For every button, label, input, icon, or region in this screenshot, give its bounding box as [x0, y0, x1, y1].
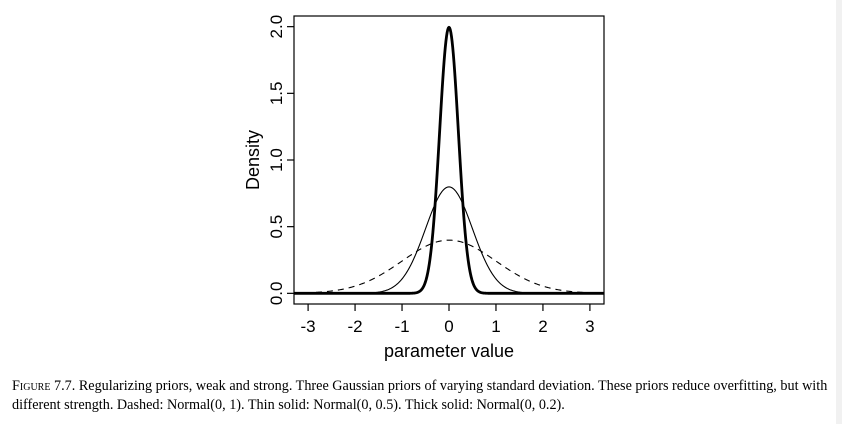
x-tick-label: -3: [301, 317, 316, 336]
x-tick-label: -2: [347, 317, 362, 336]
x-axis-label: parameter value: [384, 341, 514, 361]
density-chart: -3 -2 -1 0 1 2 3 0.0 0.5 1.0 1.5 2.0 parameter val…: [243, 15, 605, 361]
figure-caption: Figure 7.7. Regularizing priors, weak an…: [12, 377, 838, 415]
curve-dashed: [293, 239, 605, 294]
plot-frame: [293, 15, 605, 305]
figure-label: Figure 7.7.: [12, 378, 76, 394]
y-tick-label: 1.0: [267, 148, 286, 172]
y-axis: 0.0 0.5 1.0 1.5 2.0: [267, 15, 294, 305]
y-tick-label: 2.0: [267, 15, 286, 39]
x-tick-label: 2: [538, 317, 547, 336]
x-tick-label: 1: [491, 317, 500, 336]
x-axis: -3 -2 -1 0 1 2 3: [301, 304, 595, 336]
y-tick-label: 0.0: [267, 282, 286, 306]
y-tick-label: 1.5: [267, 82, 286, 106]
y-tick-label: 0.5: [267, 215, 286, 239]
y-axis-label: Density: [243, 130, 263, 190]
page-edge-strip: [836, 0, 842, 424]
curve-thick-solid: [293, 25, 605, 295]
density-curves: [293, 25, 605, 295]
caption-text: Regularizing priors, weak and strong. Th…: [12, 378, 828, 413]
x-tick-label: 0: [444, 317, 453, 336]
x-tick-label: -1: [394, 317, 409, 336]
x-tick-label: 3: [585, 317, 594, 336]
